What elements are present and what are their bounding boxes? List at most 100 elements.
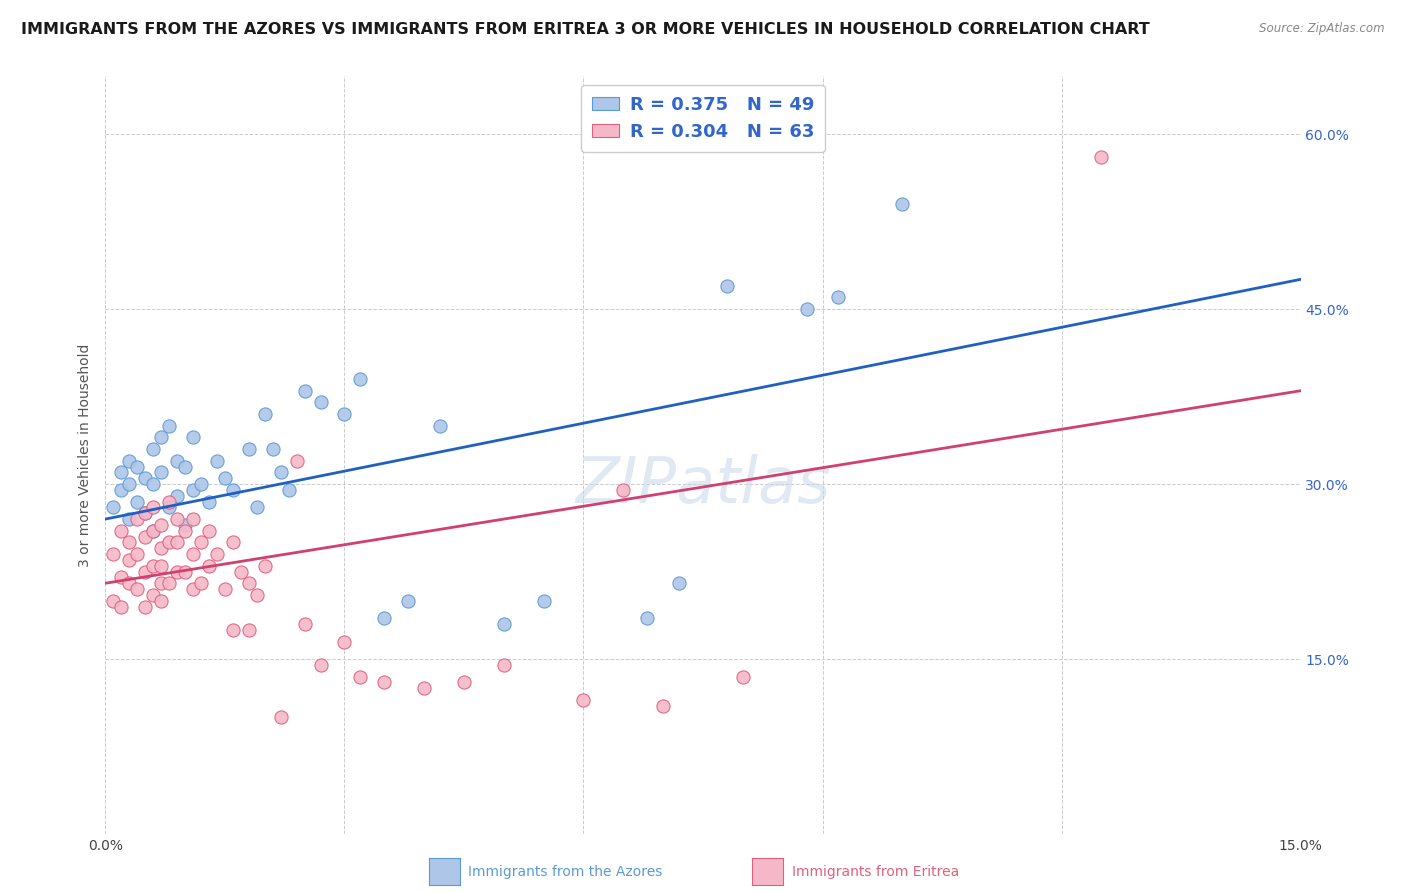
Point xyxy=(181,582,204,596)
Point xyxy=(142,524,165,538)
Point xyxy=(134,506,156,520)
Point xyxy=(174,524,197,538)
Point xyxy=(166,565,188,579)
Point xyxy=(229,565,252,579)
Point xyxy=(205,454,228,468)
Point xyxy=(142,477,165,491)
Point xyxy=(190,477,212,491)
Point xyxy=(166,489,188,503)
Point xyxy=(429,418,451,433)
Point xyxy=(103,500,125,515)
Point xyxy=(309,395,332,409)
Point xyxy=(333,634,356,648)
Point xyxy=(612,483,634,497)
Point xyxy=(118,553,141,567)
Point xyxy=(198,524,221,538)
Point xyxy=(110,570,132,584)
Point xyxy=(309,657,332,672)
Point xyxy=(118,576,141,591)
Point xyxy=(453,675,475,690)
Point xyxy=(636,611,658,625)
Point xyxy=(166,535,188,549)
Point xyxy=(157,500,180,515)
Point xyxy=(333,407,356,421)
Point xyxy=(222,623,245,637)
Point xyxy=(157,535,180,549)
Point xyxy=(253,558,276,573)
Point xyxy=(294,617,316,632)
Point xyxy=(262,442,284,456)
Point xyxy=(396,593,419,607)
Point xyxy=(150,558,173,573)
Text: Immigrants from Eritrea: Immigrants from Eritrea xyxy=(792,865,959,880)
Point xyxy=(110,524,132,538)
Point xyxy=(134,565,156,579)
Point xyxy=(572,693,595,707)
Point xyxy=(103,593,125,607)
Point xyxy=(118,512,141,526)
Point xyxy=(157,418,180,433)
Point xyxy=(127,547,149,561)
Point xyxy=(277,483,299,497)
Point xyxy=(222,483,245,497)
Point xyxy=(198,558,221,573)
Point xyxy=(110,483,132,497)
Point xyxy=(174,517,197,532)
Point xyxy=(150,466,173,480)
Point xyxy=(373,675,395,690)
Point xyxy=(270,710,292,724)
Point xyxy=(796,302,818,317)
Point xyxy=(134,530,156,544)
Point xyxy=(166,512,188,526)
Point xyxy=(134,599,156,614)
Point xyxy=(492,617,515,632)
Point xyxy=(174,459,197,474)
Point xyxy=(127,459,149,474)
Text: IMMIGRANTS FROM THE AZORES VS IMMIGRANTS FROM ERITREA 3 OR MORE VEHICLES IN HOUS: IMMIGRANTS FROM THE AZORES VS IMMIGRANTS… xyxy=(21,22,1150,37)
Point xyxy=(533,593,555,607)
Point xyxy=(285,454,308,468)
Point xyxy=(181,483,204,497)
Point xyxy=(150,541,173,556)
Point xyxy=(142,524,165,538)
Point xyxy=(413,681,436,696)
Point xyxy=(118,454,141,468)
Point xyxy=(142,442,165,456)
Text: Source: ZipAtlas.com: Source: ZipAtlas.com xyxy=(1260,22,1385,36)
Point xyxy=(118,477,141,491)
Point xyxy=(270,466,292,480)
Point xyxy=(238,623,260,637)
Point xyxy=(668,576,690,591)
Point xyxy=(150,430,173,444)
Point xyxy=(198,494,221,508)
Point xyxy=(373,611,395,625)
Point xyxy=(142,588,165,602)
Point xyxy=(731,669,754,683)
Point xyxy=(181,512,204,526)
Point xyxy=(214,471,236,485)
Point xyxy=(181,547,204,561)
Point xyxy=(127,582,149,596)
Point xyxy=(891,197,914,211)
Point xyxy=(134,471,156,485)
Point xyxy=(716,278,738,293)
Y-axis label: 3 or more Vehicles in Household: 3 or more Vehicles in Household xyxy=(79,343,93,566)
Legend: R = 0.375   N = 49, R = 0.304   N = 63: R = 0.375 N = 49, R = 0.304 N = 63 xyxy=(581,85,825,152)
Point xyxy=(1090,151,1112,165)
Point xyxy=(103,547,125,561)
Point xyxy=(134,506,156,520)
Point xyxy=(142,500,165,515)
Point xyxy=(238,442,260,456)
Point xyxy=(253,407,276,421)
Point xyxy=(492,657,515,672)
Point xyxy=(150,576,173,591)
Point xyxy=(118,535,141,549)
Point xyxy=(294,384,316,398)
Text: ZIPatlas: ZIPatlas xyxy=(575,454,831,516)
Point xyxy=(142,558,165,573)
Point xyxy=(127,512,149,526)
Point xyxy=(127,494,149,508)
Point xyxy=(190,535,212,549)
Point xyxy=(181,430,204,444)
Point xyxy=(157,494,180,508)
